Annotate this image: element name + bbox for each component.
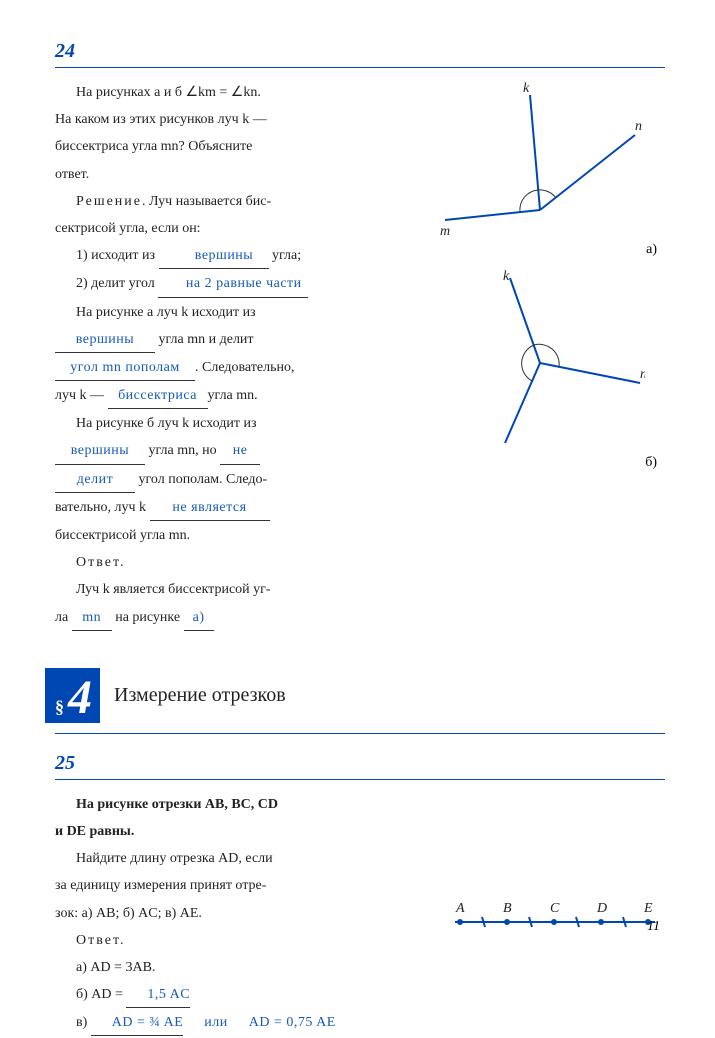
segment-diagram: A B C D E <box>440 890 660 940</box>
q-line: На рисунках а и б ∠km = ∠kn. <box>55 80 420 105</box>
q-line: и DE равны. <box>55 819 420 844</box>
svg-text:C: C <box>550 901 560 916</box>
section-symbol: § <box>55 697 64 718</box>
figures-column: m k n а) m k n б) <box>435 80 665 633</box>
page: 24 На рисунках а и б ∠km = ∠kn. На каком… <box>0 0 715 960</box>
problem-24-number: 24 <box>55 40 665 63</box>
section-title: Измерение отрезков <box>114 684 286 707</box>
svg-text:m: m <box>495 447 505 448</box>
answer-a: а) AD = 3AB. <box>55 955 420 980</box>
svg-text:A: A <box>455 901 465 916</box>
blank-fill: делит <box>55 467 135 493</box>
problem-25-number: 25 <box>55 752 665 775</box>
figure-b: m k n <box>435 268 645 448</box>
section-header: § 4 Измерение отрезков <box>45 668 665 723</box>
figure-b-label: б) <box>435 455 665 471</box>
q-line: зок: а) AB; б) AC; в) AE. <box>55 901 420 926</box>
blank-fill: на 2 равные части <box>158 271 308 297</box>
item-2: 2) делит угол на 2 равные части <box>55 271 420 297</box>
blank-fill: вершины <box>55 327 155 353</box>
blank-fill: вершины <box>55 438 145 464</box>
text-line: биссектрисой угла mn. <box>55 523 420 548</box>
svg-text:n: n <box>635 119 642 134</box>
figure-a-label: а) <box>435 242 665 258</box>
problem-25-text: На рисунке отрезки AB, BC, CD и DE равны… <box>55 792 420 1038</box>
svg-text:B: B <box>503 901 512 916</box>
answer-label: Ответ. <box>55 928 420 953</box>
answer-line: ла mn на рисунке а) <box>55 605 420 631</box>
page-number: 11 <box>647 919 660 935</box>
q-line: за единицу измерения принят отре- <box>55 873 420 898</box>
divider <box>55 779 665 780</box>
blank-fill: не <box>220 438 260 464</box>
svg-text:D: D <box>596 901 607 916</box>
blank-fill: AD = 0,75 AE <box>228 1010 336 1035</box>
q-line: биссектриса угла mn? Объясните <box>55 134 420 159</box>
text-line: вательно, луч k не является <box>55 495 420 521</box>
text-line: вершины угла mn, но не <box>55 438 420 464</box>
text-line: На рисунке б луч k исходит из <box>55 411 420 436</box>
q-line: На рисунке отрезки AB, BC, CD <box>55 792 420 817</box>
problem-25-body: На рисунке отрезки AB, BC, CD и DE равны… <box>55 792 665 1038</box>
text-line: угол mn пополам. Следовательно, <box>55 355 420 381</box>
solution-label: Решение <box>76 194 142 209</box>
blank-fill: вершины <box>159 243 269 269</box>
answer-c: в) AD = ¾ AE или AD = 0,75 AE <box>55 1010 420 1036</box>
blank-fill: mn <box>72 605 112 631</box>
svg-text:E: E <box>643 901 653 916</box>
solution-line: Решение. Луч называется бис- <box>55 189 420 214</box>
svg-text:k: k <box>523 81 530 96</box>
blank-fill: а) <box>184 605 214 631</box>
answer-b: б) AD = 1,5 AC <box>55 982 420 1008</box>
blank-fill: не является <box>150 495 270 521</box>
text-line: На рисунке а луч k исходит из <box>55 300 420 325</box>
text-line: вершины угла mn и делит <box>55 327 420 353</box>
blank-fill: AD = ¾ AE <box>91 1010 184 1036</box>
q-line: На каком из этих рисунков луч k — <box>55 107 420 132</box>
answer-line: Луч k является биссектрисой уг- <box>55 577 420 602</box>
answer-label: Ответ. <box>55 550 420 575</box>
figure-a: m k n <box>435 80 645 235</box>
svg-text:m: m <box>440 224 450 235</box>
text-line: луч k — биссектрисаугла mn. <box>55 383 420 409</box>
q-line: ответ. <box>55 162 420 187</box>
svg-text:n: n <box>640 367 645 382</box>
solution-line: сектрисой угла, если он: <box>55 216 420 241</box>
divider <box>55 67 665 68</box>
item-1: 1) исходит из вершины угла; <box>55 243 420 269</box>
blank-fill: угол mn пополам <box>55 355 195 381</box>
blank-fill: 1,5 AC <box>126 982 190 1008</box>
q-line: Найдите длину отрезка AD, если <box>55 846 420 871</box>
problem-24-body: На рисунках а и б ∠km = ∠kn. На каком из… <box>55 80 665 633</box>
divider <box>55 733 665 734</box>
problem-24-text: На рисунках а и б ∠km = ∠kn. На каком из… <box>55 80 420 633</box>
text-line: делит угол пополам. Следо- <box>55 467 420 493</box>
section-number: 4 <box>68 674 92 722</box>
section-badge: § 4 <box>45 668 100 723</box>
svg-text:k: k <box>503 269 510 284</box>
blank-fill: биссектриса <box>108 383 208 409</box>
figure-segment: A B C D E <box>435 792 665 1038</box>
